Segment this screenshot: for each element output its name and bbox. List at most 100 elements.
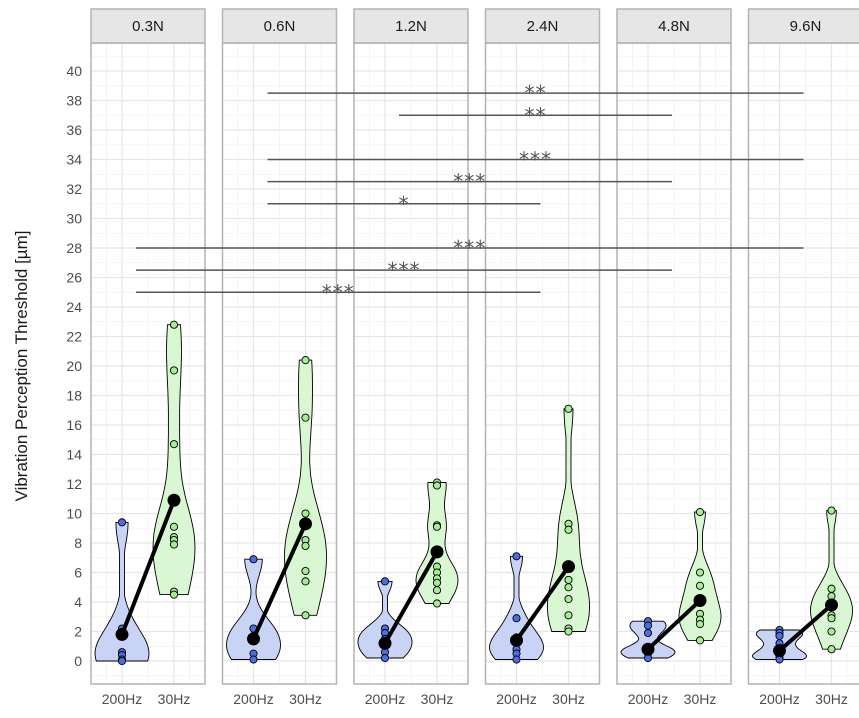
data-point-30Hz — [301, 541, 310, 551]
data-point-30Hz — [432, 599, 442, 608]
y-tick-label: 30 — [66, 211, 82, 227]
data-point-200Hz — [380, 577, 390, 586]
mean-point-200Hz — [378, 636, 392, 650]
mean-line — [383, 550, 439, 645]
panel-border — [90, 42, 206, 685]
x-tick-label: 30Hz — [421, 691, 454, 707]
y-axis-label: Vibration Perception Threshold [µm] — [12, 231, 31, 502]
mean-point-30Hz — [167, 493, 181, 507]
violin-shape — [489, 555, 544, 660]
y-tick-label: 26 — [66, 270, 82, 286]
data-point-30Hz — [432, 578, 442, 587]
y-tick-label: 22 — [66, 329, 82, 345]
data-point-200Hz — [512, 655, 521, 664]
data-point-200Hz — [249, 655, 258, 664]
mean-point-30Hz — [299, 517, 312, 531]
x-tick-label: 200Hz — [759, 691, 799, 707]
x-tick-label: 200Hz — [496, 691, 536, 707]
facet-panel-9.6N: 9.6N 200Hz 30Hz — [747, 8, 859, 707]
data-point-30Hz — [827, 627, 836, 636]
data-point-200Hz — [117, 656, 127, 666]
data-point-30Hz — [301, 509, 310, 518]
x-tick-label: 200Hz — [628, 691, 668, 707]
y-tick-label: 8 — [74, 535, 82, 551]
mean-point-200Hz — [510, 633, 523, 647]
data-point-30Hz — [301, 611, 310, 620]
data-point-30Hz — [695, 507, 705, 517]
data-point-30Hz — [695, 620, 705, 629]
grid-layer — [91, 43, 859, 684]
data-point-200Hz — [512, 552, 521, 561]
facet-panel-1.2N: 1.2N 200Hz 30Hz — [353, 8, 469, 707]
mean-line — [646, 599, 702, 651]
data-point-30Hz — [169, 320, 179, 329]
significance-label: *** — [453, 236, 486, 260]
y-tick-label: 24 — [66, 299, 82, 315]
mean-point-30Hz — [693, 594, 707, 608]
x-tick-label: 200Hz — [102, 691, 142, 707]
y-tick-label: 40 — [66, 63, 82, 79]
y-tick-label: 34 — [66, 152, 82, 168]
data-point-30Hz — [695, 568, 705, 577]
facet-panel-2.4N: 2.4N 200Hz 30Hz — [484, 8, 601, 707]
significance-label: ** — [525, 103, 547, 127]
facet-strip — [484, 8, 601, 44]
x-tick-label: 200Hz — [233, 691, 273, 707]
y-tick-label: 18 — [66, 388, 82, 404]
data-point-30Hz — [432, 586, 442, 595]
facet-strip-label: 0.3N — [132, 18, 164, 35]
data-point-30Hz — [827, 645, 836, 654]
data-point-30Hz — [169, 366, 179, 375]
data-point-30Hz — [301, 566, 310, 576]
data-point-30Hz — [301, 577, 310, 586]
data-point-30Hz — [695, 636, 705, 645]
data-point-30Hz — [169, 440, 179, 449]
data-point-30Hz — [564, 404, 573, 413]
y-tick-label: 10 — [66, 506, 82, 522]
facet-strip-label: 4.8N — [658, 18, 690, 35]
significance-label: *** — [388, 258, 421, 282]
significance-label: *** — [453, 170, 486, 194]
data-point-30Hz — [827, 614, 836, 623]
y-tick-label: 4 — [74, 594, 82, 610]
data-point-30Hz — [564, 583, 573, 592]
y-tick-label: 12 — [66, 476, 82, 492]
violin-shape — [284, 359, 327, 616]
facet-strip — [90, 8, 206, 44]
mean-line — [120, 499, 176, 636]
significance-label: * — [399, 192, 410, 216]
data-point-200Hz — [643, 621, 653, 630]
mean-point-200Hz — [247, 632, 260, 646]
y-tick-label: 0 — [74, 653, 82, 669]
y-tick-label: 20 — [66, 358, 82, 374]
data-point-200Hz — [249, 555, 258, 564]
x-tick-label: 30Hz — [684, 691, 717, 707]
panel-border — [353, 42, 469, 685]
x-tick-label: 30Hz — [815, 691, 848, 707]
facet-panel-0.3N: 0.3N 200Hz 30Hz — [90, 8, 206, 707]
facet-strip-label: 0.6N — [264, 18, 296, 35]
mean-point-200Hz — [773, 644, 786, 658]
x-tick-label: 30Hz — [158, 691, 191, 707]
y-tick-label: 14 — [66, 447, 82, 463]
x-tick-label: 200Hz — [365, 691, 405, 707]
violin-shape — [357, 580, 413, 659]
data-point-30Hz — [827, 506, 836, 515]
significance-label: *** — [322, 280, 355, 304]
data-point-30Hz — [564, 595, 573, 604]
mean-line — [251, 523, 308, 640]
violin-shape — [226, 558, 281, 660]
data-point-200Hz — [380, 654, 390, 663]
significance-label: ** — [525, 81, 547, 105]
significance-bars: ******************** — [136, 81, 804, 304]
data-point-30Hz — [301, 356, 310, 365]
data-point-30Hz — [432, 481, 442, 490]
y-tick-label: 32 — [66, 181, 82, 197]
facet-strip-label: 9.6N — [790, 18, 822, 35]
data-point-30Hz — [301, 413, 310, 422]
y-tick-label: 6 — [74, 565, 82, 581]
violin-shape — [152, 324, 196, 596]
